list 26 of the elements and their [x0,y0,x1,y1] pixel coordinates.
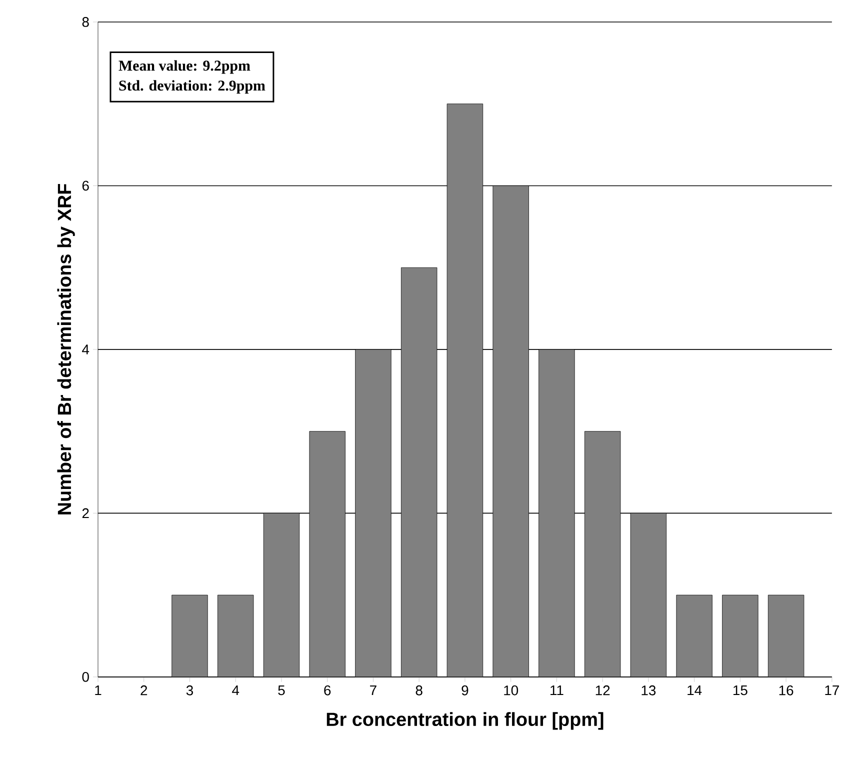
x-tick-label: 7 [370,685,376,696]
x-tick-label: 11 [550,685,564,696]
x-tick-label: 14 [688,685,702,696]
x-tick-label: 10 [504,685,518,696]
y-axis-title: Number of Br determinations by XRF [57,184,75,514]
x-tick-label: 8 [416,685,422,696]
annotation: Std. deviation: 2.9ppm [119,80,266,94]
x-tick-label: 9 [462,685,468,696]
y-tick-label: 6 [82,180,89,191]
x-tick-label: 5 [278,685,285,696]
x-tick-label: 15 [733,685,748,696]
x-tick-label: 4 [232,685,240,696]
x-tick-label: 2 [140,685,148,696]
x-tick-label: 12 [596,685,610,696]
x-tick-label: 3 [186,685,193,696]
x-tick-label: 16 [779,685,794,696]
y-tick-label: 4 [82,344,90,354]
annotation: Mean value: 9.2ppm [118,60,250,74]
y-tick-label: 8 [82,17,89,27]
x-axis-title: Br concentration in flour [ppm] [326,712,604,730]
y-tick-label: 0 [82,672,89,682]
x-tick-label: 13 [642,685,656,696]
x-tick-label: 1 [95,685,102,696]
y-tick-label: 2 [82,508,89,518]
x-tick-label: 6 [324,685,331,696]
x-tick-label: 17 [825,685,839,696]
